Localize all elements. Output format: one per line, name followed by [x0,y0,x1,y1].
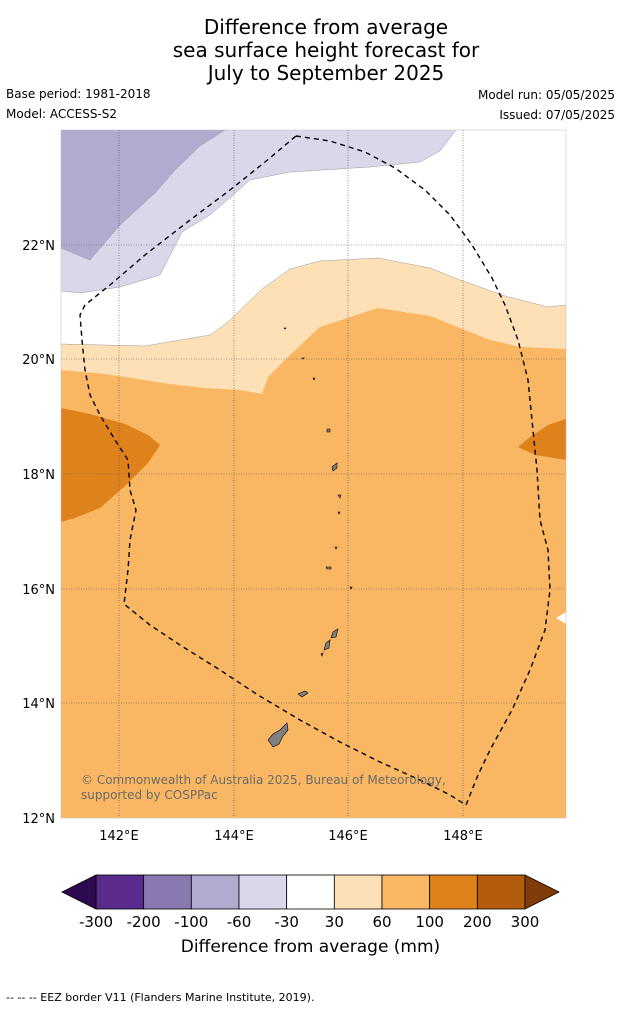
colorbar-bin [476,874,526,910]
colorbar-bin [238,874,288,910]
colorbar-tick-label: -200 [127,913,161,931]
forecast-map: 22°N 20°N 18°N 16°N 14°N 12°N 142°E 144°… [22,129,567,844]
lat-label-20n: 20°N [22,353,55,368]
title-line-1: Difference from average [203,15,449,39]
map-area [61,130,566,818]
island-tinian [323,639,331,651]
colorbar-bin [381,874,431,910]
lon-label-144e: 144°E [214,829,254,844]
island-anatahan [325,566,332,570]
colorbar-tick-label: 100 [415,913,444,931]
colorbar-bin [286,874,335,910]
colorbar-tick-label: 30 [325,913,344,931]
contour-lines [61,130,566,347]
island-guguan [334,546,338,550]
band-100-200-west [61,408,160,522]
lat-label-16n: 16°N [22,583,55,598]
copyright-notice: © Commonwealth of Australia 2025, Bureau… [81,773,446,802]
island-rota [297,690,309,698]
colorbar-tick-label: -300 [79,913,113,931]
island-aguijan [320,652,324,657]
island-asuncion [326,428,331,433]
colorbar-bin [190,874,240,910]
colorbar-bin [95,874,145,910]
chart-title: Difference from average sea surface heig… [0,16,621,85]
colorbar-tick-label: 60 [372,913,391,931]
colorbar-bin [333,874,383,910]
issued-label: Issued: 07/05/2025 [499,108,615,122]
colorbar-bin [143,874,192,910]
colorbar-underflow-arrow [61,874,97,910]
island-uracas [301,357,305,360]
colorbar-overflow-arrow [524,874,560,910]
colorbar-tick-label: 200 [463,913,492,931]
colorbar-bin [429,874,478,910]
band-near-average-east [556,612,566,624]
band-minus100-minus60 [61,130,225,260]
island-pagan [337,494,342,499]
island-sarigan [349,586,353,590]
lat-label-18n: 18°N [22,468,55,483]
lon-label-148e: 148°E [443,829,483,844]
gridlines [61,130,566,818]
colorbar-title: Difference from average (mm) [180,937,441,957]
eez-border [79,135,551,807]
island-supply-reef [283,327,287,330]
colorbar-bins [95,874,526,910]
lon-label-142e: 142°E [99,829,139,844]
base-period-label: Base period: 1981-2018 [6,87,151,101]
title-line-3: July to September 2025 [207,61,445,85]
island-guam [267,722,289,748]
island-saipan [330,628,339,639]
band-100-200-east [518,419,566,460]
title-line-2: sea surface height forecast for [172,38,480,62]
lat-label-14n: 14°N [22,697,55,712]
band-60-100 [61,308,566,818]
lat-label-22n: 22°N [22,239,55,254]
axis-labels: 22°N 20°N 18°N 16°N 14°N 12°N 142°E 144°… [22,239,483,844]
map-frame [60,129,567,819]
island-maug [312,377,316,381]
colorbar-tick-label: -60 [227,913,252,931]
island-alamagan [337,511,341,515]
lon-label-146e: 146°E [328,829,368,844]
lat-label-12n: 12°N [22,812,55,827]
eez-footnote: -- -- -- EEZ border V11 (Flanders Marine… [6,991,315,1004]
model-label: Model: ACCESS-S2 [6,107,118,121]
island-agrihan [331,462,338,472]
colorbar: -300 -200 -100 -60 -30 30 60 100 200 300 [61,874,560,931]
colorbar-tick-label: -100 [174,913,208,931]
colorbar-tick-label: 300 [511,913,540,931]
model-run-label: Model run: 05/05/2025 [477,88,615,102]
colorbar-tick-labels: -300 -200 -100 -60 -30 30 60 100 200 300 [79,913,539,931]
islands [267,327,353,748]
colorbar-tick-label: -30 [274,913,299,931]
